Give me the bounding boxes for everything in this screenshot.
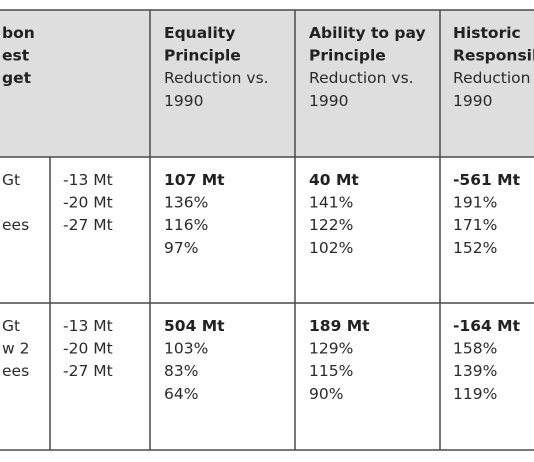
cell-text-bold: Responsib [453,47,534,65]
cell-text-bold: 504 Mt [164,317,225,335]
cell-text: 158% [453,340,497,358]
cell-text: Gt [2,317,20,335]
cell-text: 152% [453,239,497,257]
cell-text-bold: Ability to pay [309,24,426,42]
cell-text: 1990 [453,92,492,110]
cell-text-bold: Principle [164,47,241,65]
cell-text: 83% [164,362,198,380]
cell-text: 1990 [164,92,203,110]
cell-text: Reduction [453,69,531,87]
cell-text: 90% [309,385,343,403]
cell-text: 115% [309,362,353,380]
cell-text-bold: Principle [309,47,386,65]
cell-text-bold: bon [2,24,35,42]
cell-text: 191% [453,194,497,212]
cell-text: -20 Mt [63,194,113,212]
cell-text: 119% [453,385,497,403]
cell-text: 171% [453,216,497,234]
cell-text-bold: 40 Mt [309,171,359,189]
cell-text: -27 Mt [63,362,113,380]
cell-text-bold: 189 Mt [309,317,370,335]
cell-text: Reduction vs. [164,69,269,87]
header-background [0,10,534,157]
cell-text: ees [2,216,29,234]
cell-text: Gt [2,171,20,189]
cell-text: 136% [164,194,208,212]
cell-text: 129% [309,340,353,358]
cell-text: w 2 [2,340,29,358]
cell-text-bold: est [2,47,30,65]
cell-text-bold: Equality [164,24,235,42]
cell-text: -27 Mt [63,216,113,234]
cell-text-bold: 107 Mt [164,171,225,189]
cell-text: 97% [164,239,198,257]
cell-text: -13 Mt [63,317,113,335]
cell-text: 141% [309,194,353,212]
cell-text-bold: -561 Mt [453,171,521,189]
cell-text-bold: get [2,69,32,87]
cell-text: 122% [309,216,353,234]
cell-text: 1990 [309,92,348,110]
cell-text: -20 Mt [63,340,113,358]
cell-text: 139% [453,362,497,380]
cell-text: 64% [164,385,198,403]
cell-text: ees [2,362,29,380]
cell-text: 116% [164,216,208,234]
cell-text: 102% [309,239,353,257]
cell-text: Reduction vs. [309,69,414,87]
cell-text-bold: -164 Mt [453,317,521,335]
cell-text: 103% [164,340,208,358]
cell-text: -13 Mt [63,171,113,189]
cell-text-bold: Historic [453,24,521,42]
